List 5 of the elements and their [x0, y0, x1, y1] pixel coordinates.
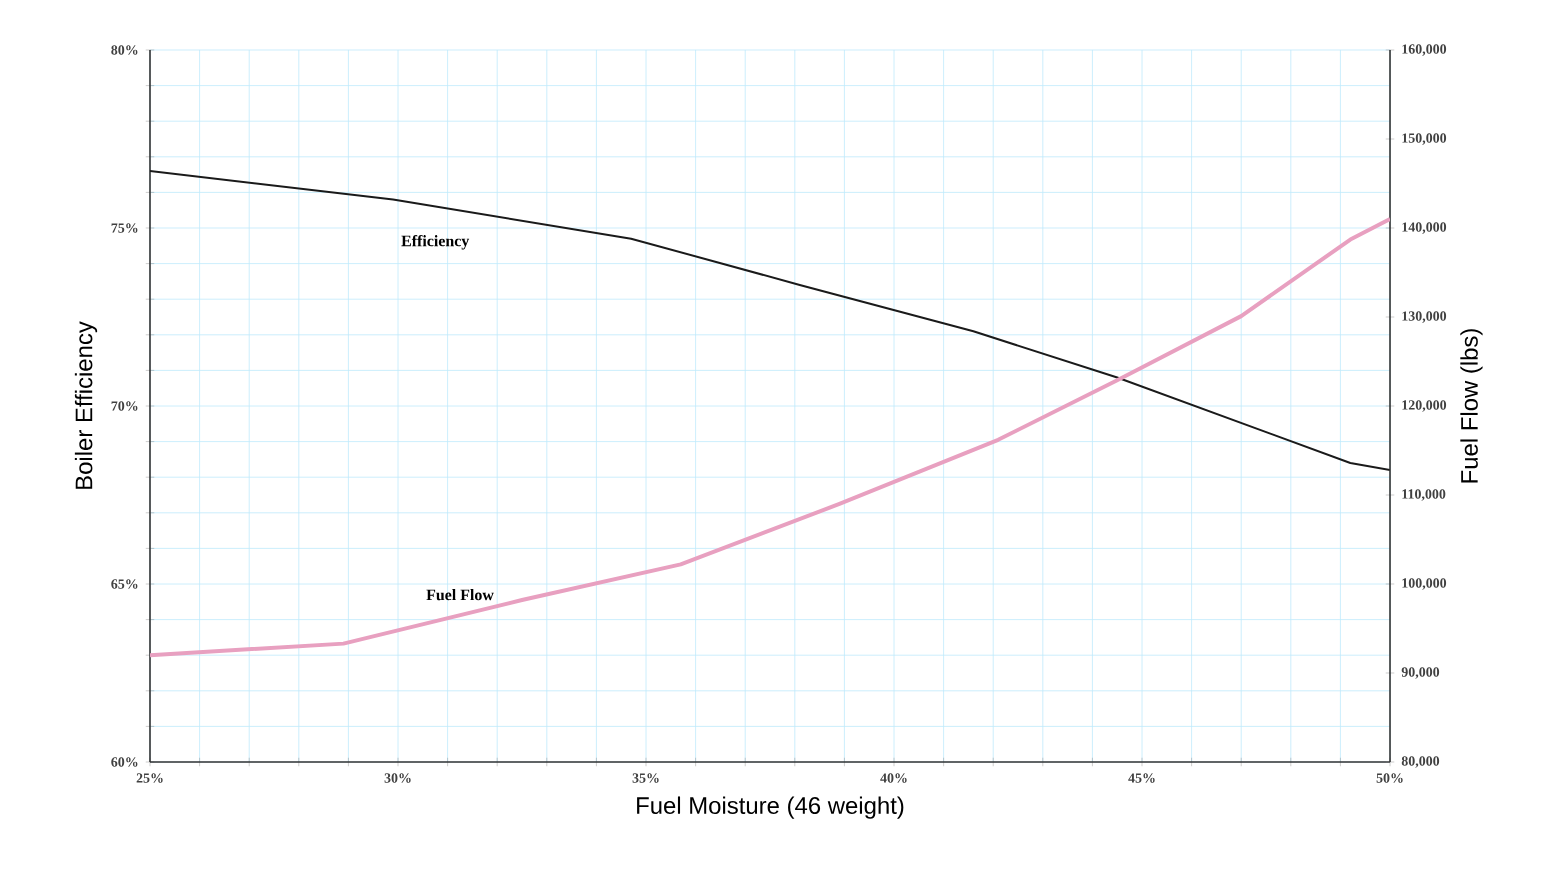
y2-axis-title: Fuel Flow (lbs) — [1460, 329, 1483, 483]
line-series — [150, 217, 1391, 658]
x-axis-title: Fuel Moisture (46 weight) — [637, 796, 904, 819]
line-series — [150, 170, 1391, 472]
y-axis-title: Boiler Efficiency — [74, 321, 98, 489]
